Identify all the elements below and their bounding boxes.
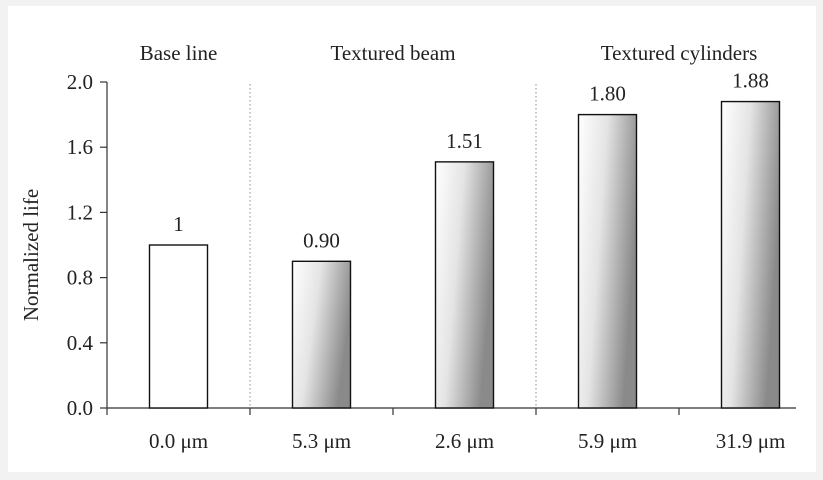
bar-value-label: 1.80 (589, 82, 626, 106)
bar-value-label: 1.88 (732, 69, 769, 93)
group-label: Textured beam (330, 41, 455, 65)
bars (148, 100, 781, 409)
x-category-label: 5.3 μm (292, 429, 351, 453)
y-tick-label: 1.6 (67, 135, 93, 159)
group-label: Base line (140, 41, 218, 65)
x-category-label: 31.9 μm (716, 429, 786, 453)
bar (577, 113, 638, 409)
y-axis-title: Normalized life (19, 189, 43, 321)
bar-value-label: 1.51 (446, 129, 483, 153)
x-category-label: 5.9 μm (578, 429, 637, 453)
chart-panel: 0.0 0.4 0.8 1.2 1.6 2.0 Normalized life Base li… (8, 6, 816, 472)
bar (291, 260, 352, 409)
bar (434, 161, 495, 409)
bar-value-label: 1 (173, 212, 184, 236)
y-tick-label: 1.2 (67, 200, 93, 224)
bar-value-label: 0.90 (303, 228, 340, 252)
y-tick-label: 0.4 (67, 331, 94, 355)
x-category-label: 0.0 μm (149, 429, 208, 453)
y-tick-label: 0.8 (67, 266, 93, 290)
bar (148, 244, 209, 409)
bar (720, 100, 781, 409)
group-label: Textured cylinders (601, 41, 758, 65)
normalized-life-bar-chart: 0.0 0.4 0.8 1.2 1.6 2.0 Normalized life Base li… (19, 41, 796, 453)
labels: 0.0 0.4 0.8 1.2 1.6 2.0 Normalized life Base li… (19, 41, 785, 453)
y-tick-label: 2.0 (67, 70, 93, 94)
x-category-label: 2.6 μm (435, 429, 494, 453)
y-tick-label: 0.0 (67, 396, 93, 420)
